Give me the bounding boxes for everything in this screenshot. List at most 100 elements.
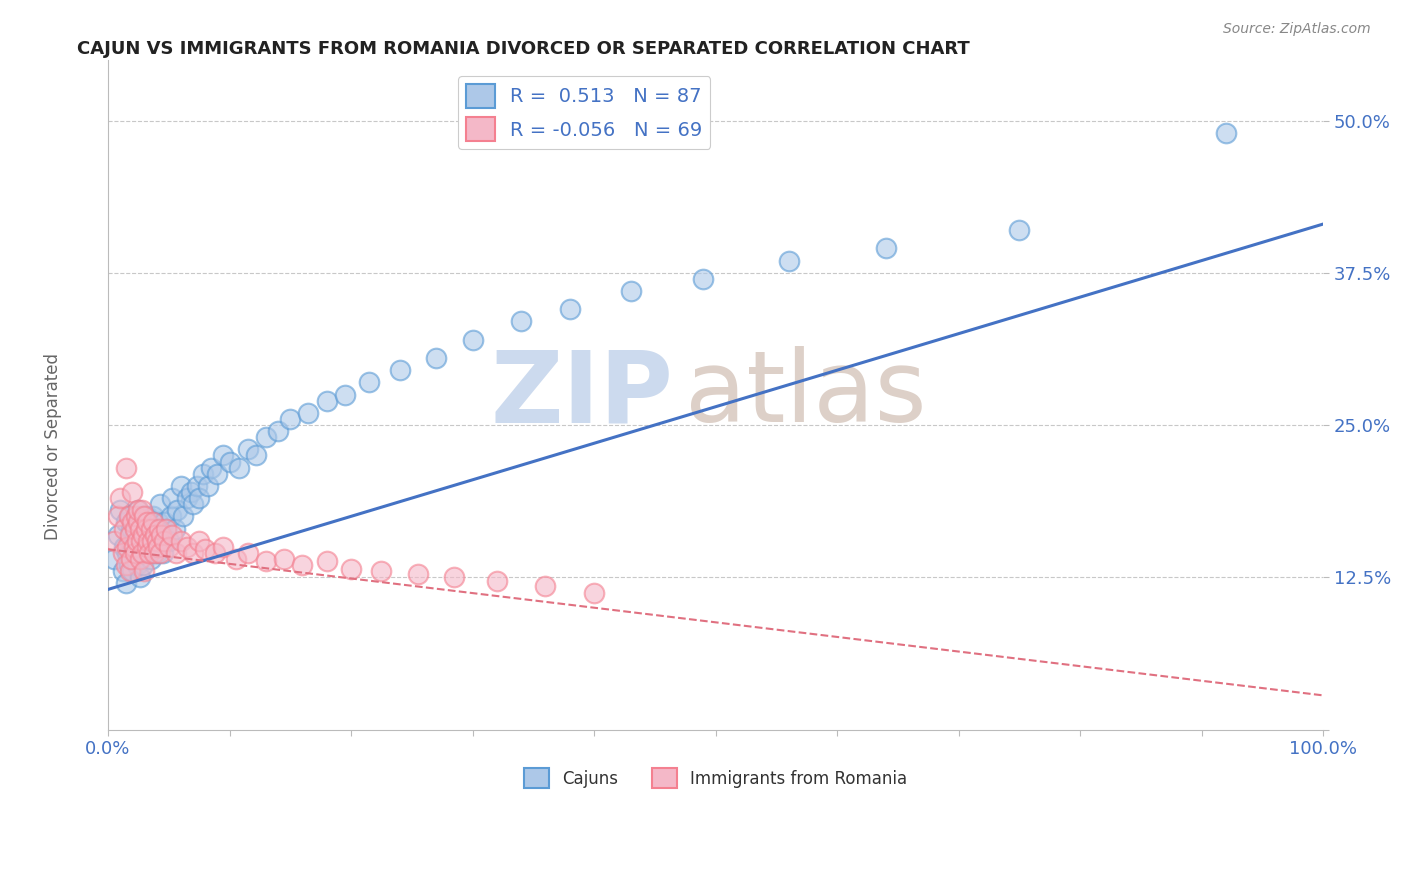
Point [207,467,229,481]
Point [152,546,174,560]
Point [107,509,129,524]
Point [197,479,219,493]
Point [236,442,259,457]
Point [135,509,157,524]
Point [267,424,290,438]
Point [225,552,247,566]
Point [162,491,184,505]
Point [127,516,149,530]
Point [127,503,149,517]
Point [1008,223,1031,237]
Legend: Cajuns, Immigrants from Romania: Cajuns, Immigrants from Romania [517,761,914,795]
Point [155,522,177,536]
Point [181,546,204,560]
Text: CAJUN VS IMMIGRANTS FROM ROMANIA DIVORCED OR SEPARATED CORRELATION CHART: CAJUN VS IMMIGRANTS FROM ROMANIA DIVORCE… [77,40,970,58]
Point [108,491,131,505]
Point [534,579,557,593]
Point [135,527,157,541]
Point [172,509,194,524]
Point [228,460,250,475]
Point [218,454,240,468]
Point [149,497,172,511]
Point [485,574,508,588]
Point [340,562,363,576]
Point [134,540,156,554]
Point [388,363,411,377]
Point [118,533,141,548]
Point [200,460,222,475]
Point [117,546,139,560]
Point [212,449,235,463]
Point [160,509,183,524]
Point [121,540,143,554]
Point [153,516,176,530]
Point [125,546,148,560]
Point [162,527,184,541]
Point [142,509,165,524]
Point [112,522,135,536]
Point [124,522,146,536]
Point [583,586,606,600]
Point [135,516,157,530]
Point [118,564,141,578]
Point [191,467,214,481]
Point [406,566,429,581]
Point [120,522,142,536]
Point [117,509,139,524]
Text: atlas: atlas [685,346,927,443]
Point [180,485,202,500]
Point [121,564,143,578]
Point [236,546,259,560]
Point [108,503,131,517]
Point [103,552,125,566]
Point [194,542,217,557]
Point [115,576,138,591]
Point [138,546,160,560]
Point [619,284,641,298]
Point [157,533,180,548]
Point [333,387,356,401]
Point [129,546,152,560]
Point [128,552,150,566]
Point [153,533,176,548]
Point [124,527,146,541]
Point [148,533,170,548]
Point [117,540,139,554]
Point [157,540,180,554]
Point [132,527,155,541]
Point [163,522,186,536]
Text: Divorced or Separated: Divorced or Separated [45,352,62,540]
Point [117,558,139,572]
Point [135,522,157,536]
Point [278,412,301,426]
Point [135,546,157,560]
Point [142,516,165,530]
Point [128,522,150,536]
Point [181,497,204,511]
Point [254,554,277,568]
Point [254,430,277,444]
Point [370,564,392,578]
Point [112,540,135,554]
Point [131,546,153,560]
Point [145,522,167,536]
Point [425,351,447,365]
Point [128,570,150,584]
Point [461,333,484,347]
Point [131,503,153,517]
Point [134,516,156,530]
Point [510,314,533,328]
Point [778,253,800,268]
Point [111,564,134,578]
Point [127,558,149,572]
Point [115,516,138,530]
Point [146,516,169,530]
Point [103,533,125,548]
Point [204,546,226,560]
Point [291,558,314,572]
Point [875,241,897,255]
Point [131,527,153,541]
Point [107,527,129,541]
Point [165,546,187,560]
Point [128,522,150,536]
